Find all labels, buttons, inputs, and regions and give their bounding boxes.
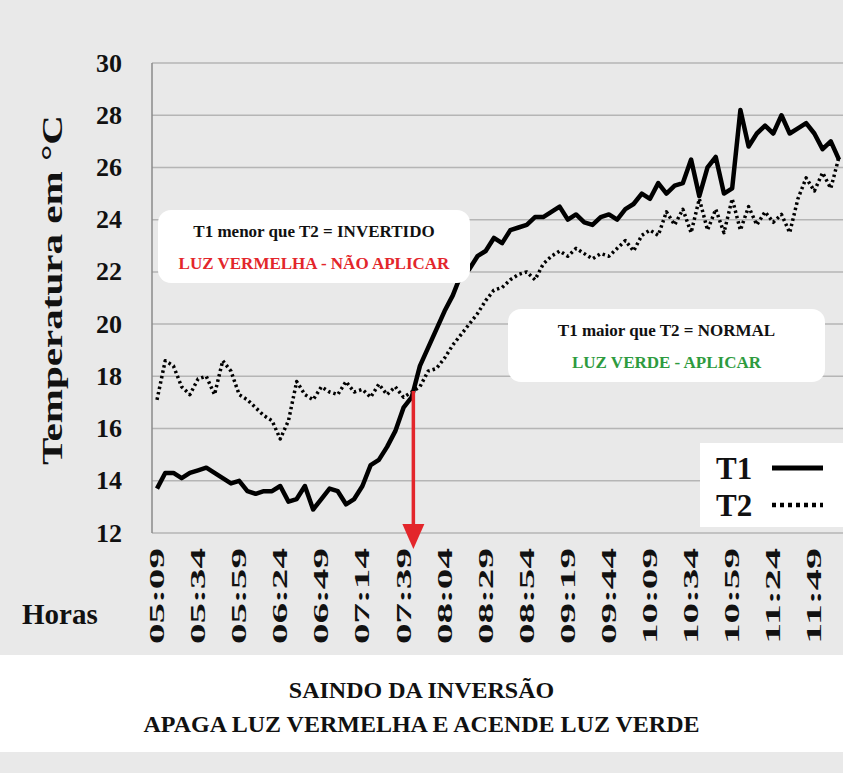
y-axis-line	[151, 63, 153, 533]
x-tick-label: 09:44	[597, 547, 621, 644]
x-tick-label: 08:04	[433, 547, 457, 644]
y-tick-label: 30	[96, 49, 122, 78]
y-tick-label: 16	[96, 414, 122, 443]
chart: 12 14 16 18 20 22 24 26 28 30 Temperatura em °C Hor…	[0, 0, 843, 773]
legend-label: T1	[716, 451, 752, 486]
y-tick-label: 26	[96, 153, 122, 182]
x-tick-label: 07:14	[350, 547, 374, 644]
annotation-box	[158, 210, 470, 283]
legend-label: T2	[716, 488, 752, 523]
annotation-text: LUZ VERDE - APLICAR	[572, 353, 762, 372]
grid-line	[152, 532, 843, 534]
annotation-text: LUZ VERMELHA - NÃO APLICAR	[179, 254, 450, 273]
x-tick-label: 06:49	[309, 548, 333, 644]
x-tick-label: 05:09	[145, 548, 169, 644]
x-tick-label: 10:34	[679, 547, 703, 644]
x-tick-label: 07:39	[392, 548, 416, 644]
legend-swatch	[772, 466, 823, 471]
annotation-box	[508, 309, 825, 382]
y-axis-title: Temperatura em °C	[36, 115, 68, 465]
x-tick-label: 11:24	[761, 547, 785, 644]
x-tick-label: 06:24	[268, 547, 292, 644]
x-tick-label: 05:34	[186, 547, 210, 644]
y-tick-label: 28	[96, 101, 122, 130]
x-tick-label: 10:09	[638, 548, 662, 644]
y-tick-label: 12	[96, 519, 122, 548]
grid-line	[152, 167, 843, 169]
series-group	[157, 110, 839, 510]
background	[0, 0, 843, 773]
x-tick-label: 10:59	[720, 548, 744, 644]
grid-line	[152, 428, 843, 430]
series-line	[157, 110, 839, 510]
y-tick-label: 24	[96, 205, 122, 234]
x-tick-label: 08:54	[515, 547, 539, 644]
crossing-arrowhead	[402, 524, 424, 549]
y-tick-label: 22	[96, 257, 122, 286]
series-line	[157, 157, 839, 439]
x-tick-label: 09:19	[556, 548, 580, 644]
legend-swatch	[772, 503, 823, 508]
x-tick-label: 05:59	[227, 548, 251, 644]
x-tick-label: 11:49	[802, 548, 826, 644]
caption-band	[0, 655, 843, 752]
caption-text: SAINDO DA INVERSÃO	[289, 677, 554, 703]
x-tick-label: 08:29	[474, 548, 498, 644]
legend-box	[700, 443, 843, 527]
y-tick-label: 18	[96, 362, 122, 391]
y-tick-label: 20	[96, 310, 122, 339]
caption-text: APAGA LUZ VERMELHA E ACENDE LUZ VERDE	[143, 711, 699, 737]
grid-line	[152, 62, 843, 64]
y-tick-label: 14	[96, 466, 122, 495]
annotation-text: T1 maior que T2 = NORMAL	[558, 321, 775, 340]
annotation-text: T1 menor que T2 = INVERTIDO	[193, 222, 434, 241]
crossing-arrow	[412, 391, 416, 528]
x-axis-title: Horas	[22, 598, 98, 630]
